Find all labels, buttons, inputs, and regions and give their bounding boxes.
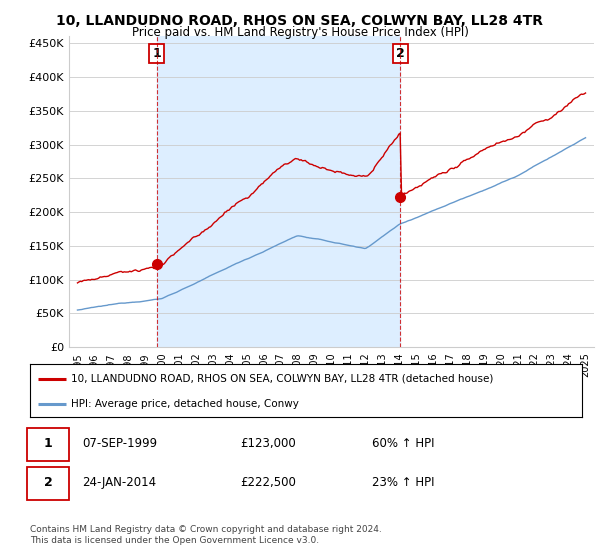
Text: 2: 2 bbox=[396, 47, 405, 60]
Text: 24-JAN-2014: 24-JAN-2014 bbox=[82, 476, 157, 489]
Text: Contains HM Land Registry data © Crown copyright and database right 2024.
This d: Contains HM Land Registry data © Crown c… bbox=[30, 525, 382, 545]
Text: £222,500: £222,500 bbox=[240, 476, 296, 489]
FancyBboxPatch shape bbox=[27, 428, 68, 460]
Text: 1: 1 bbox=[44, 437, 53, 450]
Text: 23% ↑ HPI: 23% ↑ HPI bbox=[372, 476, 435, 489]
FancyBboxPatch shape bbox=[27, 467, 68, 500]
Text: 10, LLANDUDNO ROAD, RHOS ON SEA, COLWYN BAY, LL28 4TR (detached house): 10, LLANDUDNO ROAD, RHOS ON SEA, COLWYN … bbox=[71, 374, 494, 384]
Bar bbox=[157, 36, 400, 347]
Text: HPI: Average price, detached house, Conwy: HPI: Average price, detached house, Conw… bbox=[71, 399, 299, 409]
Text: 60% ↑ HPI: 60% ↑ HPI bbox=[372, 437, 435, 450]
Text: 10, LLANDUDNO ROAD, RHOS ON SEA, COLWYN BAY, LL28 4TR: 10, LLANDUDNO ROAD, RHOS ON SEA, COLWYN … bbox=[56, 14, 544, 28]
Text: Price paid vs. HM Land Registry's House Price Index (HPI): Price paid vs. HM Land Registry's House … bbox=[131, 26, 469, 39]
Text: 2: 2 bbox=[44, 476, 53, 489]
Text: 1: 1 bbox=[152, 47, 161, 60]
Text: 07-SEP-1999: 07-SEP-1999 bbox=[82, 437, 158, 450]
Text: £123,000: £123,000 bbox=[240, 437, 296, 450]
